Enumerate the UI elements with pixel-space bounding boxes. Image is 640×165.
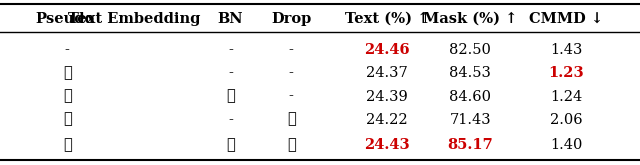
Text: Mask (%) ↑: Mask (%) ↑ <box>423 12 518 26</box>
Text: 24.43: 24.43 <box>364 138 410 152</box>
Text: -: - <box>289 90 294 103</box>
Text: -: - <box>228 113 233 127</box>
Text: CMMD ↓: CMMD ↓ <box>529 12 604 26</box>
Text: 71.43: 71.43 <box>449 113 492 127</box>
Text: 84.53: 84.53 <box>449 66 492 80</box>
Text: -: - <box>289 66 294 80</box>
Text: Pseudo: Pseudo <box>35 12 95 26</box>
Text: ✓: ✓ <box>63 66 72 80</box>
Text: 82.50: 82.50 <box>449 43 492 57</box>
Text: -: - <box>228 43 233 57</box>
Text: ✓: ✓ <box>63 138 72 152</box>
Text: ✓: ✓ <box>226 138 235 152</box>
Text: -: - <box>65 43 70 57</box>
Text: -: - <box>289 43 294 57</box>
Text: BN: BN <box>218 12 243 26</box>
Text: 24.39: 24.39 <box>366 90 408 103</box>
Text: 2.06: 2.06 <box>550 113 582 127</box>
Text: Text (%) ↑: Text (%) ↑ <box>345 12 429 26</box>
Text: 1.23: 1.23 <box>548 66 584 80</box>
Text: 24.46: 24.46 <box>364 43 410 57</box>
Text: 85.17: 85.17 <box>447 138 493 152</box>
Text: 84.60: 84.60 <box>449 90 492 103</box>
Text: 24.37: 24.37 <box>366 66 408 80</box>
Text: ✓: ✓ <box>226 90 235 103</box>
Text: ✓: ✓ <box>287 138 296 152</box>
Text: -: - <box>228 66 233 80</box>
Text: Text Embedding: Text Embedding <box>68 12 200 26</box>
Text: ✓: ✓ <box>63 113 72 127</box>
Text: 1.43: 1.43 <box>550 43 582 57</box>
Text: ✓: ✓ <box>63 90 72 103</box>
Text: ✓: ✓ <box>287 113 296 127</box>
Text: 1.40: 1.40 <box>550 138 582 152</box>
Text: 24.22: 24.22 <box>366 113 408 127</box>
Text: Drop: Drop <box>271 12 311 26</box>
Text: 1.24: 1.24 <box>550 90 582 103</box>
